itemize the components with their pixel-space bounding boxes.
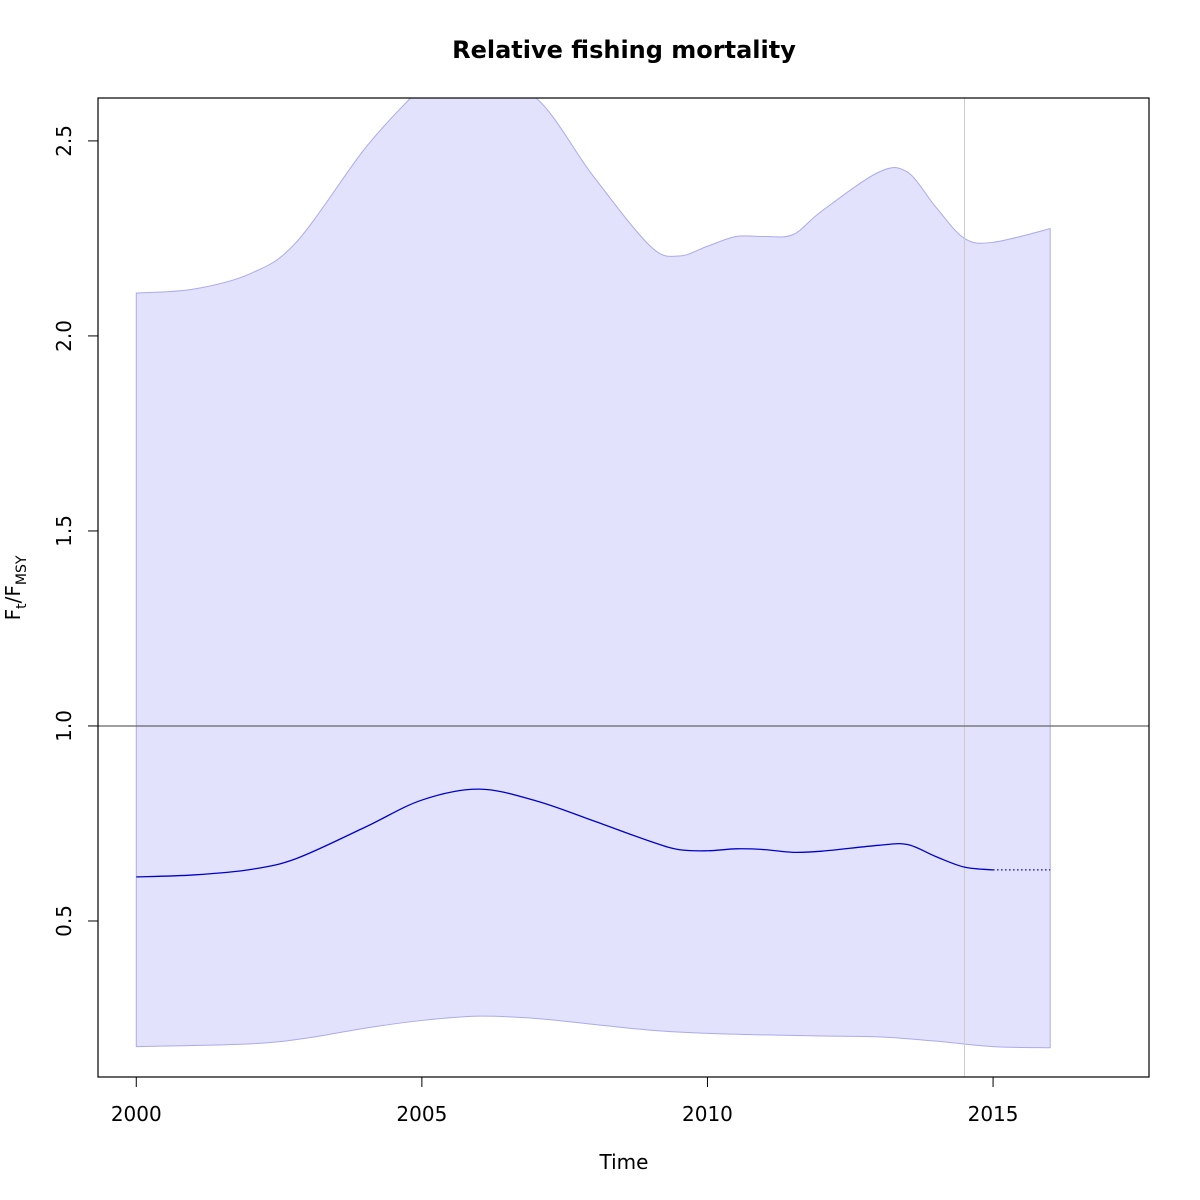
y-axis-label: Ft/FMSY (1, 555, 30, 620)
chart-title: Relative fishing mortality (452, 36, 796, 64)
plot-area (98, 98, 1149, 1077)
y-tick-label: 1.5 (52, 515, 76, 547)
estimate-line (136, 788, 994, 878)
y-axis-label-sub-t: t (14, 603, 30, 609)
y-tick-label: 1.0 (52, 710, 76, 742)
y-tick-label: 2.5 (52, 125, 76, 157)
x-tick-label: 2010 (682, 1102, 733, 1126)
x-tick-label: 2000 (111, 1102, 162, 1126)
y-axis-label-sub-msy: MSY (14, 555, 30, 585)
x-tick-label: 2005 (396, 1102, 447, 1126)
y-tick-label: 2.0 (52, 320, 76, 352)
y-tick-label: 0.5 (52, 905, 76, 937)
x-tick-label: 2015 (968, 1102, 1019, 1126)
y-axis: 0.5 1.0 1.5 2.0 2.5 (52, 125, 99, 937)
y-axis-label-f1: F (1, 609, 25, 621)
confidence-band (135, 98, 1051, 1049)
x-axis: 2000 2005 2010 2015 (111, 1076, 1019, 1126)
y-axis-label-f2: F (1, 585, 25, 597)
x-axis-label: Time (599, 1150, 649, 1174)
y-axis-label-slash: / (1, 596, 25, 603)
